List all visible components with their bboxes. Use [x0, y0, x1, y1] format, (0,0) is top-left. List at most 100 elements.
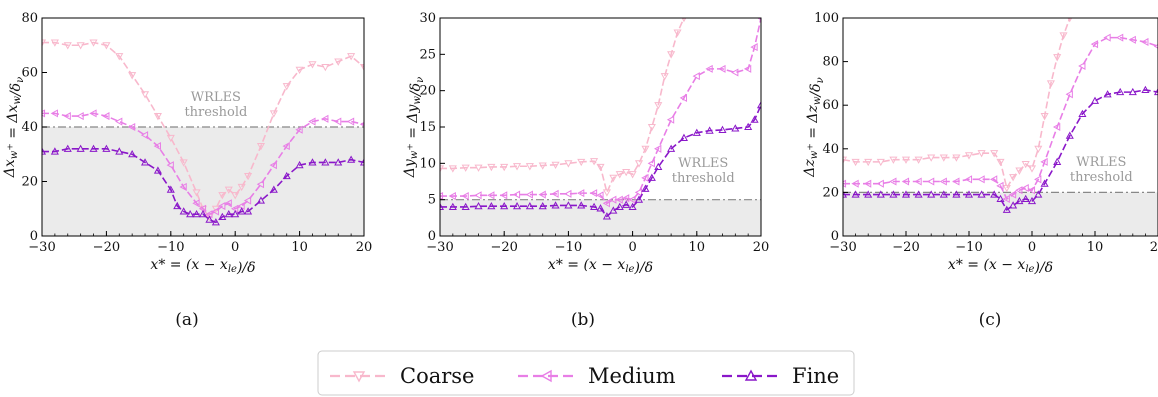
point-c-medium-23: [1078, 61, 1086, 71]
point-b-medium-0: [440, 191, 444, 201]
point-c-coarse-19: [1034, 145, 1043, 154]
point-c-fine-23: [1078, 109, 1087, 117]
caption-b: (b): [571, 310, 595, 330]
point-a-coarse-25: [308, 61, 317, 69]
point-c-medium-17: [1021, 183, 1029, 193]
point-c-fine-15: [1009, 201, 1018, 209]
ytick-label-c-0: 0: [831, 229, 839, 244]
point-a-medium-1: [50, 109, 58, 118]
point-a-medium-14: [205, 210, 213, 219]
point-c-medium-20: [1040, 157, 1048, 166]
point-b-coarse-11: [577, 158, 586, 167]
point-c-fine-11: [977, 190, 986, 198]
point-a-fine-26: [295, 160, 304, 169]
point-b-fine-0: [440, 202, 445, 210]
point-c-fine-1: [851, 190, 860, 198]
point-c-fine-25: [1103, 90, 1112, 98]
point-b-medium-11: [577, 189, 585, 198]
point-a-coarse-10: [166, 134, 175, 143]
ytick-label-c-1: 20: [822, 185, 839, 200]
point-a-coarse-19: [237, 183, 246, 192]
point-b-coarse-24: [667, 51, 676, 59]
point-a-fine-7: [128, 150, 137, 158]
point-a-coarse-22: [269, 110, 278, 118]
point-b-medium-20: [641, 173, 649, 182]
point-b-coarse-17: [622, 168, 631, 177]
xtick-label-b-0: −30: [426, 240, 453, 255]
point-b-medium-14: [602, 199, 610, 208]
point-a-fine-16: [205, 215, 214, 223]
ytick-label-c-4: 80: [822, 55, 839, 70]
ytick-label-b-0: 0: [428, 229, 436, 244]
xlabel-c: x* = (x − xle)/δ: [948, 257, 1053, 276]
point-c-fine-3: [876, 190, 885, 198]
point-a-fine-24: [269, 185, 278, 193]
point-b-coarse-18: [628, 171, 637, 179]
point-b-coarse-10: [564, 160, 573, 168]
point-b-fine-25: [692, 128, 701, 136]
point-a-medium-9: [153, 142, 161, 151]
point-b-medium-26: [705, 64, 713, 73]
point-a-medium-28: [346, 117, 355, 126]
point-c-fine-13: [996, 194, 1005, 202]
point-a-coarse-28: [347, 53, 356, 61]
xtick-label-c-4: 10: [1087, 240, 1104, 255]
point-c-fine-27: [1128, 87, 1137, 96]
point-b-fine-1: [448, 202, 457, 210]
point-a-fine-0: [42, 147, 47, 155]
point-a-coarse-29: [359, 63, 364, 72]
point-a-coarse-21: [256, 143, 266, 151]
point-b-fine-8: [538, 201, 547, 210]
ylabel-c: Δzw⁺ = Δzw/δν: [802, 77, 826, 177]
point-b-coarse-4: [487, 163, 496, 172]
xlabel-b: x* = (x − xle)/δ: [548, 257, 653, 276]
point-a-fine-12: [179, 207, 188, 215]
point-b-fine-10: [564, 201, 573, 209]
threshold-label-a-line1: WRLES: [191, 90, 241, 105]
point-c-medium-2: [863, 179, 872, 188]
point-b-medium-21: [647, 159, 655, 168]
ylabel-a: Δxw⁺ = Δxw/δν: [2, 77, 26, 178]
point-a-coarse-11: [179, 159, 188, 167]
ytick-label-c-2: 40: [822, 142, 839, 157]
point-b-medium-3: [474, 191, 482, 200]
point-c-coarse-15: [1009, 174, 1018, 182]
threshold-label-c-line1: WRLES: [1076, 155, 1126, 170]
caption-c: (c): [979, 310, 1002, 330]
point-a-coarse-2: [63, 42, 72, 50]
point-b-fine-24: [679, 133, 689, 141]
point-c-medium-5: [901, 177, 910, 186]
point-c-coarse-8: [939, 154, 948, 162]
ytick-label-a-1: 20: [21, 175, 38, 190]
point-b-coarse-23: [660, 73, 669, 81]
point-a-medium-17: [224, 199, 232, 208]
xtick-label-c-3: 0: [1028, 240, 1036, 255]
point-c-medium-10: [964, 175, 973, 184]
point-b-medium-25: [692, 72, 700, 81]
point-c-medium-9: [952, 177, 960, 186]
point-a-coarse-4: [89, 39, 98, 47]
point-c-coarse-4: [889, 156, 898, 164]
ytick-label-b-3: 15: [419, 120, 436, 135]
point-b-fine-19: [634, 195, 644, 203]
point-c-coarse-20: [1040, 113, 1049, 121]
point-c-medium-28: [1141, 37, 1149, 47]
point-b-fine-28: [731, 124, 740, 132]
point-c-medium-26: [1115, 33, 1124, 42]
legend-label-fine: Fine: [792, 364, 839, 388]
point-a-coarse-8: [140, 91, 150, 99]
point-c-fine-9: [952, 190, 961, 198]
point-c-fine-7: [927, 190, 936, 198]
point-c-fine-20: [1040, 179, 1049, 187]
point-b-fine-18: [628, 202, 637, 210]
point-b-medium-19: [634, 188, 643, 197]
point-b-medium-12: [589, 189, 598, 198]
point-b-fine-14: [602, 212, 611, 220]
point-a-fine-1: [50, 147, 59, 155]
point-c-coarse-1: [851, 158, 860, 167]
point-a-fine-6: [115, 147, 124, 155]
point-c-fine-29: [1153, 87, 1158, 96]
point-a-fine-23: [256, 196, 266, 204]
point-c-medium-11: [977, 175, 985, 184]
